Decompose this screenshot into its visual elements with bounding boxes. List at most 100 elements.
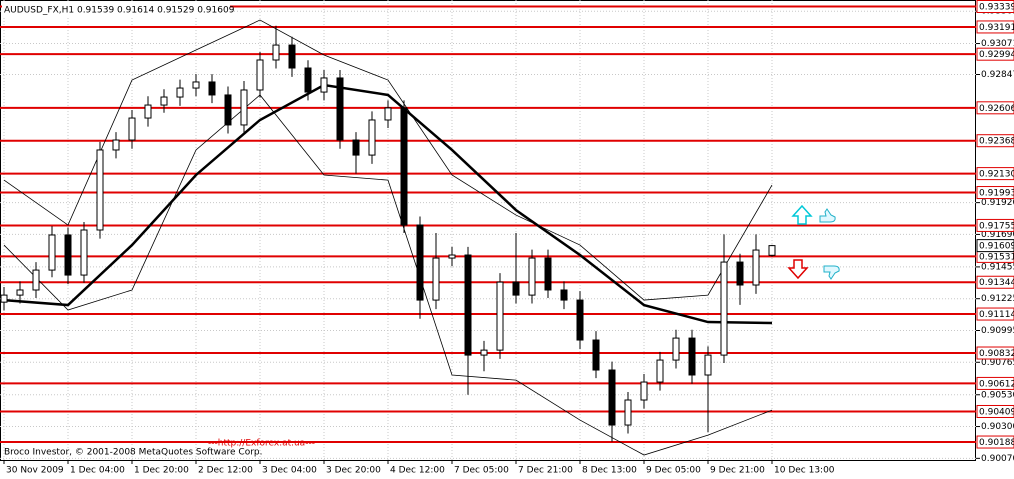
axes: 0.933050.930710.928470.919200.916900.914…	[3, 0, 1014, 476]
sell-signal	[787, 259, 840, 280]
y-tick-label: 0.92847	[981, 70, 1014, 80]
candle-body	[272, 44, 280, 61]
candle-body	[128, 117, 136, 141]
x-tick-label: 30 Nov 2009	[6, 466, 64, 476]
level-label-box	[976, 376, 1014, 390]
level-label: 0.91755	[979, 221, 1014, 231]
buy-signal	[791, 204, 836, 225]
candle-body	[416, 224, 424, 301]
y-tick-label: 0.91225	[981, 294, 1014, 304]
candle-body	[640, 381, 648, 401]
footer: Broco Investor, © 2001-2008 MetaQuotes S…	[4, 448, 263, 458]
candle-body	[336, 77, 344, 141]
x-tick-label: 1 Dec 20:00	[134, 466, 189, 476]
level-label-box	[976, 101, 1014, 115]
candle-body	[16, 289, 24, 296]
level-label-box	[976, 167, 1014, 181]
plot-frame	[0, 0, 976, 461]
candle-body	[752, 249, 760, 286]
candle-body	[736, 261, 744, 286]
candle-body	[320, 77, 328, 93]
candle-body	[144, 104, 152, 119]
candle-body	[160, 96, 168, 106]
level-label-box	[976, 435, 1014, 449]
indicators	[3, 19, 773, 456]
x-tick-label: 7 Dec 21:00	[518, 466, 573, 476]
link: ---http://Exforex.at.ua---	[208, 439, 315, 449]
x-tick-label: 1 Dec 04:00	[70, 466, 125, 476]
level-label: 0.93339	[979, 2, 1014, 12]
level-label-box	[976, 134, 1014, 148]
x-tick-label: 7 Dec 05:00	[454, 466, 509, 476]
candle-body	[608, 369, 616, 426]
level-label: 0.91531	[979, 252, 1014, 262]
candle-body	[96, 149, 104, 231]
candle-body	[80, 229, 88, 276]
level-label: 0.92606	[979, 104, 1014, 114]
candle-body	[176, 87, 184, 98]
grid	[0, 0, 976, 460]
candles	[0, 25, 776, 442]
candle-body	[448, 254, 456, 259]
level-label: 0.91114	[979, 310, 1014, 320]
level-label: 0.90409	[979, 407, 1014, 417]
level-label: 0.93191	[979, 23, 1014, 33]
header-bg	[2, 3, 230, 17]
y-tick-label: 0.93071	[981, 39, 1014, 49]
candle-body	[464, 254, 472, 356]
level-label-box	[976, 218, 1014, 232]
candle-body	[400, 107, 408, 226]
level-label-box	[976, 307, 1014, 321]
candle-body	[384, 107, 392, 121]
candle-body	[720, 261, 728, 356]
level-label: 0.91344	[979, 278, 1014, 288]
candle-body	[48, 234, 56, 271]
y-tick-label: 0.90995	[981, 326, 1014, 336]
candle-body	[256, 59, 264, 91]
candle-body	[512, 281, 520, 296]
level-label: 0.90612	[979, 379, 1014, 389]
level-label-box	[976, 0, 1014, 13]
x-tick-label: 2 Dec 12:00	[198, 466, 253, 476]
candle-body	[768, 245, 776, 256]
y-tick-label: 0.90765	[981, 358, 1014, 368]
x-tick-label: 8 Dec 13:00	[582, 466, 637, 476]
candle-body	[112, 139, 120, 151]
candle-body	[64, 234, 72, 276]
candle-body	[624, 399, 632, 426]
candle-body	[672, 337, 680, 361]
x-tick-label: 3 Dec 04:00	[262, 466, 317, 476]
candle-body	[288, 44, 296, 69]
candle-body	[480, 349, 488, 356]
candle-body	[240, 89, 248, 126]
candle-body	[32, 269, 40, 291]
last-price-box	[976, 239, 1014, 253]
level-label-box	[976, 346, 1014, 360]
candle-body	[208, 81, 216, 96]
x-tick-label: 3 Dec 20:00	[326, 466, 381, 476]
level-label: 0.91993	[979, 189, 1014, 199]
x-tick-label: 9 Dec 05:00	[646, 466, 701, 476]
levels	[0, 5, 976, 444]
candle-body	[368, 119, 376, 156]
candle-body	[704, 354, 712, 376]
candle-body	[224, 94, 232, 126]
level-label: 0.92994	[979, 50, 1014, 60]
candle-body	[656, 359, 664, 383]
candle-body	[592, 339, 600, 371]
candle-body	[576, 299, 584, 341]
ma-line	[3, 83, 773, 325]
candle-body	[544, 257, 552, 291]
candle-body	[0, 294, 8, 303]
candle-body	[192, 81, 200, 89]
level-label: 0.92368	[979, 137, 1014, 147]
lower-band-line	[3, 94, 773, 456]
x-tick-label: 4 Dec 12:00	[390, 466, 445, 476]
candle-body	[560, 289, 568, 301]
